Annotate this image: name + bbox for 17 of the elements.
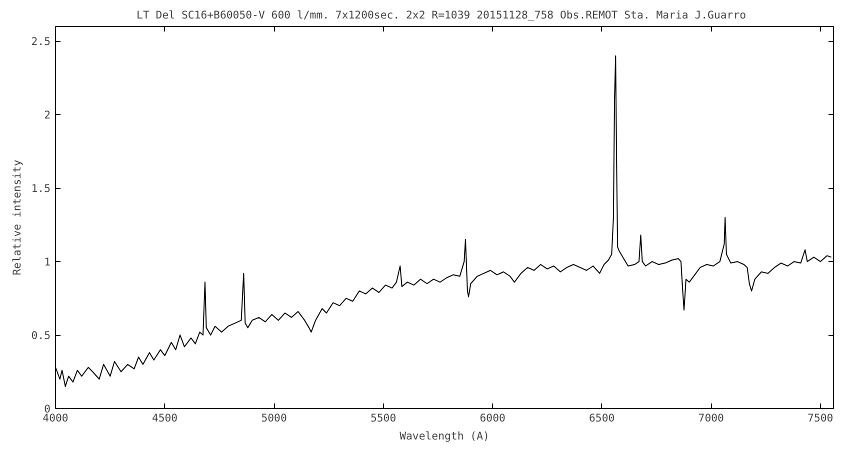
x-tick-label: 7500 bbox=[808, 412, 834, 424]
y-tick-label: 0.5 bbox=[31, 329, 51, 342]
y-tick-label: 2.5 bbox=[31, 35, 51, 48]
x-tick-label: 6000 bbox=[480, 412, 506, 424]
x-tick-label: 6500 bbox=[589, 412, 615, 424]
line-series bbox=[56, 55, 832, 387]
x-tick-label: 5500 bbox=[370, 412, 396, 424]
x-tick-label: 7000 bbox=[698, 412, 724, 424]
y-tick-label: 1 bbox=[44, 256, 51, 269]
chart-title: LT Del SC16+B60050-V 600 l/mm. 7x1200sec. 2x2 R=1039 20151128_758 Obs.REMOT Sta. Maria J.Guarro bbox=[136, 8, 746, 22]
y-tick-label: 1.5 bbox=[31, 182, 51, 196]
y-axis-title: Relative intensity bbox=[10, 160, 24, 276]
x-tick-label: 4000 bbox=[42, 412, 68, 424]
x-tick-label: 5000 bbox=[261, 412, 287, 424]
y-tick-label: 2 bbox=[44, 108, 51, 122]
x-tick-label: 4500 bbox=[152, 412, 178, 424]
x-axis-title: Wavelength (A) bbox=[400, 430, 490, 442]
